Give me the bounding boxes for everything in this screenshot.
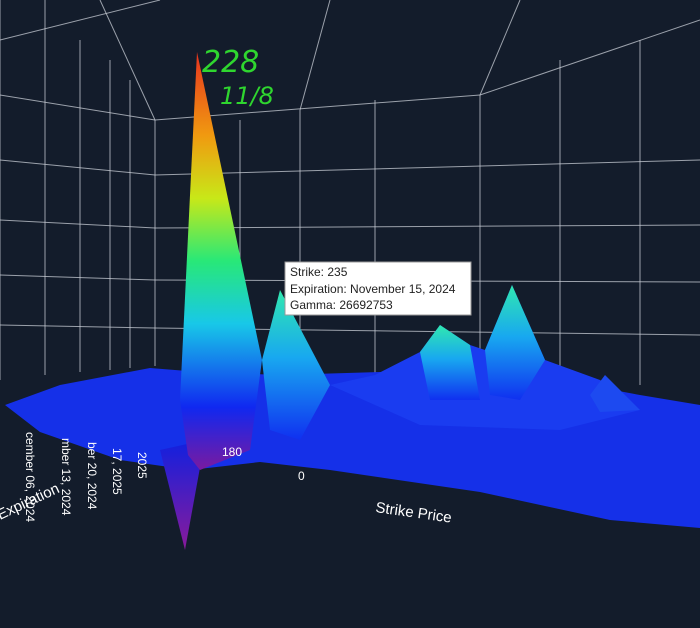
x-tick-label: 0 bbox=[298, 469, 305, 483]
y-tick-label: 17, 2025 bbox=[110, 448, 124, 495]
y-tick-label: 2025 bbox=[135, 452, 149, 479]
y-tick-label: cember 06, 2024 bbox=[23, 432, 37, 522]
x-axis-title: Strike Price bbox=[374, 499, 452, 527]
tooltip-line: Expiration: November 15, 2024 bbox=[290, 282, 456, 296]
surface-ridge bbox=[330, 285, 640, 430]
surface-peak bbox=[420, 325, 480, 400]
surface-peak bbox=[485, 285, 545, 400]
surface-spike bbox=[180, 52, 262, 470]
surface bbox=[5, 52, 700, 550]
tooltip: Strike: 235 Expiration: November 15, 202… bbox=[284, 261, 472, 316]
surface-trough bbox=[160, 440, 205, 550]
tooltip-box bbox=[284, 261, 472, 316]
tooltip-line: Strike: 235 bbox=[290, 265, 348, 279]
grid bbox=[0, 0, 700, 385]
annotation-value: 228 bbox=[202, 45, 259, 80]
tooltip-line: Gamma: 26692753 bbox=[290, 298, 393, 312]
surface-peak bbox=[262, 290, 330, 440]
x-tick-label: 180 bbox=[222, 445, 242, 459]
annotation-date: 11/8 bbox=[220, 82, 274, 110]
surface-peak bbox=[590, 375, 640, 412]
y-tick-label: mber 13, 2024 bbox=[59, 438, 73, 516]
y-tick-label: ber 20, 2024 bbox=[85, 442, 99, 510]
